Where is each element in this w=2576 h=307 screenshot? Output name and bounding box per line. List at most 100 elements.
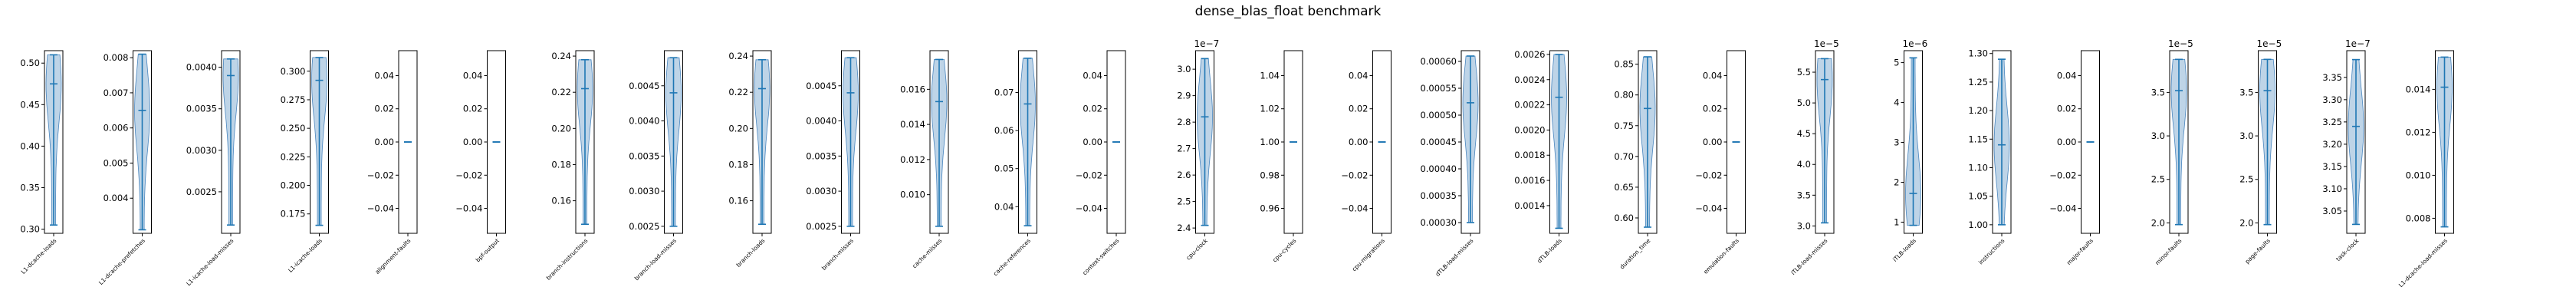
chart-title: dense_blas_float benchmark [1195, 4, 1382, 19]
panel-13: 2.4 2.5 2.6 2.7 2.8 2.9 3.0 1e−7 cpu-clock [1177, 38, 1219, 262]
x-tick-label: bpf-output [475, 237, 501, 263]
panel-14: 0.96 0.98 1.00 1.02 1.04 cpu-cycles [1260, 50, 1303, 263]
y-tick-label: 3.0 [1797, 220, 1811, 231]
y-tick-label: 4 [1894, 97, 1899, 108]
y-tick-label: 2.0 [2151, 217, 2165, 228]
x-tick-label: alignment-faults [374, 237, 412, 276]
axis-multiplier: 1e−5 [2168, 38, 2193, 49]
y-tick-label: 0.0035 [629, 150, 659, 161]
y-tick-label: 3.30 [2322, 94, 2342, 105]
panel-9: 0.0025 0.0030 0.0035 0.0040 0.0045 branch-mis… [806, 50, 860, 272]
y-tick-label: 0.005 [104, 157, 129, 168]
y-tick-label: 0.0040 [806, 116, 836, 127]
panel-25: 2.0 2.5 3.0 3.5 1e−5 page-faults [2239, 38, 2282, 265]
y-tick-label: 0.07 [994, 87, 1014, 98]
y-tick-label: 3.5 [2151, 87, 2165, 97]
y-tick-label: 0.00 [1703, 137, 1723, 147]
y-tick-label: 0.0035 [186, 104, 217, 114]
y-tick-label: 3.10 [2322, 183, 2342, 194]
y-tick-label: 0.06 [994, 125, 1014, 136]
y-tick-label: 1.20 [1968, 105, 1988, 116]
y-tick-label: 0.012 [900, 154, 925, 165]
x-tick-label: dTLB-load-misses [1434, 237, 1474, 278]
y-tick-label: 0.175 [281, 209, 306, 220]
y-tick-label: −0.04 [1341, 203, 1368, 214]
y-tick-label: −0.02 [1076, 170, 1102, 180]
y-tick-label: 0.22 [551, 87, 571, 97]
x-tick-label: emulation-faults [1702, 237, 1740, 276]
y-tick-label: 0.02 [1349, 104, 1368, 114]
x-tick-label: duration_time [1618, 237, 1652, 271]
panel-24: 2.0 2.5 3.0 3.5 1e−5 minor-faults [2151, 38, 2193, 266]
y-tick-label: 3.25 [2322, 117, 2342, 127]
y-tick-label: 0.00035 [1420, 190, 1457, 201]
y-tick-label: 0.96 [1260, 203, 1280, 214]
y-tick-label: 0.0025 [806, 221, 836, 232]
panel-4: −0.04 −0.02 0.00 0.02 0.04 alignment-faults [367, 50, 418, 276]
y-tick-label: 0.04 [994, 201, 1014, 212]
x-tick-label: cpu-cycles [1271, 237, 1297, 263]
y-tick-label: 0.275 [281, 94, 306, 105]
y-tick-label: 0.0030 [806, 186, 836, 196]
x-tick-label: cpu-migrations [1351, 237, 1386, 272]
y-tick-label: 0.24 [551, 51, 571, 61]
y-tick-label: 0.0025 [629, 221, 659, 232]
y-tick-label: 0.00 [1083, 137, 1102, 147]
panel-10: 0.010 0.012 0.014 0.016 cache-misses [900, 50, 949, 269]
axis-multiplier: 1e−6 [1903, 38, 1928, 49]
y-tick-label: 1.30 [1968, 48, 1988, 59]
y-tick-label: 0.007 [104, 87, 129, 98]
y-tick-label: 4.5 [1797, 128, 1811, 139]
y-tick-label: 2.0 [2239, 217, 2253, 228]
y-tick-label: 0.00045 [1420, 137, 1457, 147]
y-tick-label: 0.300 [281, 66, 306, 77]
y-tick-label: 0.0018 [1514, 150, 1545, 160]
y-tick-label: 3.0 [1177, 64, 1191, 74]
y-tick-label: 0.02 [1703, 104, 1723, 114]
x-tick-label: cpu-clock [1184, 237, 1209, 262]
panel-6: 0.16 0.18 0.20 0.22 0.24 branch-instructions [545, 50, 595, 282]
x-tick-label: branch-load-misses [633, 237, 678, 282]
y-tick-label: 0.008 [104, 52, 129, 63]
y-tick-label: 1 [1894, 216, 1899, 227]
y-tick-label: 0.04 [1083, 70, 1102, 81]
y-tick-label: 2.8 [1177, 117, 1191, 127]
x-tick-label: branch-instructions [545, 237, 590, 282]
axis-multiplier: 1e−5 [2257, 38, 2282, 49]
x-tick-label: L1-dcache-prefetches [97, 237, 146, 286]
axes-frame [1283, 50, 1303, 234]
y-tick-label: 0.04 [374, 70, 394, 81]
y-tick-label: 0.0045 [629, 81, 659, 91]
y-tick-label: 0.00060 [1420, 56, 1457, 67]
y-tick-label: 0.225 [281, 151, 306, 162]
panel-11: 0.04 0.05 0.06 0.07 cache-references [992, 50, 1037, 277]
y-tick-label: 0.20 [728, 123, 748, 134]
y-tick-label: −0.02 [2049, 170, 2076, 180]
x-tick-label: branch-loads [735, 237, 767, 269]
x-tick-label: task-clock [2334, 237, 2361, 263]
x-tick-label: L1-dcache-loads [20, 237, 58, 276]
x-tick-label: major-faults [2065, 237, 2095, 266]
y-tick-label: 0.0025 [186, 187, 217, 197]
y-tick-label: 0.250 [281, 123, 306, 134]
panel-16: 0.00030 0.00035 0.00040 0.00045 0.00050 0.000… [1420, 50, 1480, 278]
panel-0: 0.30 0.35 0.40 0.45 0.50 L1-dcache-loads [20, 50, 64, 276]
y-tick-label: 3.0 [2151, 130, 2165, 141]
y-tick-label: 0.010 [2406, 170, 2431, 180]
y-tick-label: 0.0014 [1514, 200, 1545, 211]
y-tick-label: 0.0024 [1514, 74, 1545, 85]
y-tick-label: 2.6 [1177, 170, 1191, 180]
x-tick-label: cache-references [992, 237, 1032, 277]
panel-18: 0.60 0.65 0.70 0.75 0.80 0.85 duration_time [1614, 50, 1658, 271]
panel-17: 0.0014 0.0016 0.0018 0.0020 0.0022 0.0024 0.00… [1514, 49, 1569, 265]
y-tick-label: 0.65 [1614, 182, 1634, 193]
panels: 0.300.350.400.450.50L1-dcache-loads0.004… [20, 38, 2454, 289]
y-tick-label: 0.010 [900, 190, 925, 200]
panel-23: −0.04 −0.02 0.00 0.02 0.04 major-faults [2049, 50, 2100, 266]
y-tick-label: 1.15 [1968, 134, 1988, 144]
y-tick-label: 0.0020 [1514, 124, 1545, 135]
panel-15: −0.04 −0.02 0.00 0.02 0.04 cpu-migrations [1341, 50, 1392, 272]
y-tick-label: 0.0045 [806, 81, 836, 91]
y-tick-label: −0.02 [367, 170, 394, 180]
y-tick-label: 0.24 [728, 51, 748, 61]
